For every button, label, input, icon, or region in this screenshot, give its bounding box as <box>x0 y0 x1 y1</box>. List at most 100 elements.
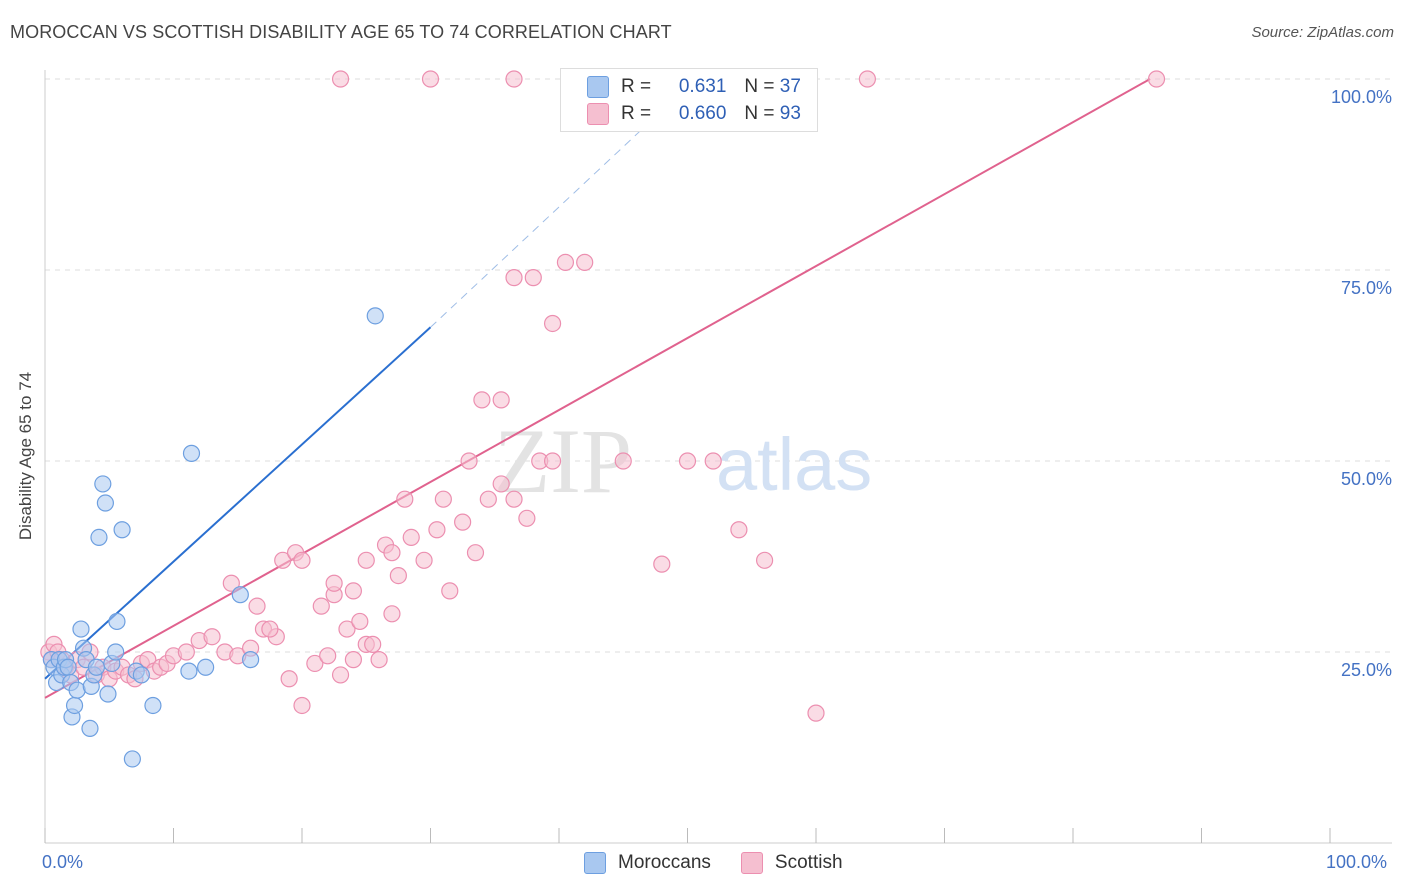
moroccan-point <box>366 307 384 325</box>
legend-label-scottish: Scottish <box>774 852 843 873</box>
scottish-point <box>402 528 420 547</box>
legend-swatch-moroccans <box>584 852 606 874</box>
legend-row-moroccans: R = 0.631 N = 37 <box>587 75 801 99</box>
scottish-point <box>351 612 369 631</box>
scottish-point <box>248 597 266 615</box>
legend-r-value: 0.660 <box>678 103 727 124</box>
scottish-point <box>543 452 562 470</box>
legend-r-label: R = <box>621 103 652 124</box>
scottish-point <box>1147 70 1166 88</box>
scottish-point <box>261 620 279 638</box>
scottish-point <box>441 582 459 600</box>
moroccan-point <box>242 651 260 669</box>
scottish-point <box>858 70 877 88</box>
moroccan-point <box>90 528 108 547</box>
scottish-point <box>280 670 298 688</box>
scottish-point <box>807 704 825 722</box>
scottish-point <box>396 490 414 508</box>
moroccan-point <box>132 666 150 684</box>
moroccan-point <box>231 586 249 604</box>
scottish-point <box>653 555 671 573</box>
scottish-point <box>556 253 575 271</box>
x-tick-right: 100.0% <box>1326 852 1388 872</box>
legend-swatch-scottish <box>740 852 763 874</box>
moroccan-point <box>99 685 117 703</box>
scottish-point <box>421 70 440 88</box>
scottish-point <box>370 651 388 669</box>
y-tick-label: 50.0% <box>1340 469 1392 489</box>
legend-item-scottish[interactable]: Scottish <box>740 852 843 874</box>
scottish-point <box>614 452 632 470</box>
scottish-point <box>389 566 407 585</box>
scottish-point <box>454 513 472 531</box>
moroccan-point <box>72 620 90 638</box>
moroccan-point <box>108 612 126 631</box>
scottish-point <box>364 635 382 653</box>
scottish-point <box>306 654 324 673</box>
scottish-point <box>331 70 350 88</box>
moroccan-trend-extension <box>430 86 688 328</box>
scottish-point <box>473 391 491 409</box>
watermark-atlas: atlas <box>716 423 872 506</box>
legend-swatch-blue <box>587 76 609 98</box>
scottish-point <box>222 574 240 592</box>
moroccan-point <box>59 658 77 676</box>
scottish-point <box>331 666 350 684</box>
moroccan-point <box>113 521 131 539</box>
stats-legend: R = 0.631 N = 37 R = 0.660 N = 93 <box>560 68 818 132</box>
moroccan-point <box>96 494 114 512</box>
scottish-point <box>492 475 510 493</box>
moroccan-point <box>65 696 84 715</box>
legend-r-label: R = <box>621 76 652 97</box>
scottish-point <box>434 490 452 508</box>
moroccan-point <box>123 750 141 768</box>
scottish-points <box>40 70 1166 722</box>
scottish-point <box>755 551 774 569</box>
scottish-point <box>203 628 221 646</box>
legend-n-label: N = <box>744 103 775 124</box>
scottish-trend-line <box>44 78 1151 699</box>
scottish-point <box>293 551 311 569</box>
scottish-point <box>518 509 536 527</box>
y-tick-label: 25.0% <box>1340 660 1392 680</box>
trend-lines <box>44 78 1151 699</box>
moroccan-point <box>197 658 215 676</box>
moroccan-point <box>180 662 198 680</box>
axes <box>44 70 1392 844</box>
scottish-point <box>505 70 523 88</box>
x-tick-left: 0.0% <box>42 852 84 872</box>
scottish-point <box>325 574 343 592</box>
scottish-point <box>383 544 401 562</box>
scottish-point <box>338 620 356 638</box>
scottish-point <box>704 452 722 470</box>
y-tick-label: 75.0% <box>1340 278 1392 298</box>
y-tick-label: 100.0% <box>1330 87 1392 107</box>
moroccan-point <box>87 658 106 676</box>
moroccan-point <box>107 643 125 661</box>
scottish-point <box>479 490 497 508</box>
legend-item-moroccans[interactable]: Moroccans <box>584 852 711 874</box>
scottish-point <box>177 643 195 661</box>
chart-title: MOROCCAN VS SCOTTISH DISABILITY AGE 65 T… <box>10 22 672 42</box>
scottish-point <box>428 521 446 539</box>
scottish-point <box>344 651 362 669</box>
moroccan-points <box>42 307 384 768</box>
moroccan-point <box>94 475 112 493</box>
series-legend: Moroccans Scottish <box>584 852 873 874</box>
scottish-point <box>730 521 748 539</box>
legend-n-value: 37 <box>779 76 801 97</box>
scottish-point <box>460 452 478 470</box>
scottish-point <box>543 314 562 333</box>
scottish-point <box>466 544 485 562</box>
scottish-point <box>505 269 523 287</box>
legend-r-value: 0.631 <box>678 76 727 97</box>
scottish-point <box>357 551 375 569</box>
scottish-point <box>678 452 697 470</box>
moroccan-point <box>81 719 99 738</box>
scottish-point <box>319 647 337 665</box>
scottish-point <box>576 253 594 271</box>
source-label: Source: ZipAtlas.com <box>1251 24 1394 41</box>
scottish-point <box>492 391 510 409</box>
watermark: ZIP atlas <box>494 410 872 512</box>
